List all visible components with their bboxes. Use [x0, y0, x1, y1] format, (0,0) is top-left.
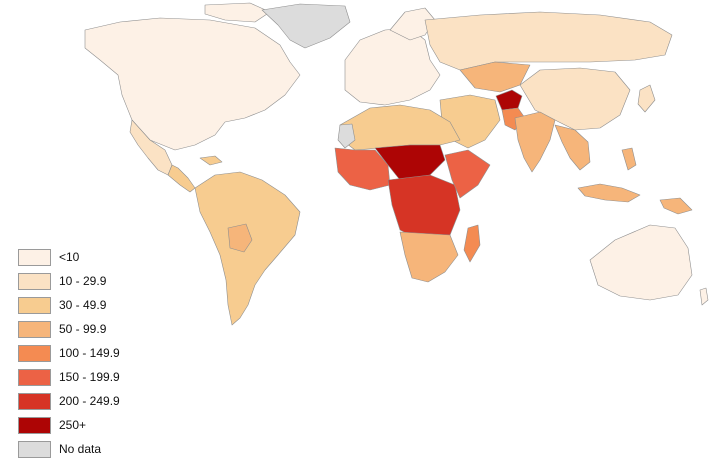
legend-label: 30 - 49.9: [59, 298, 107, 312]
legend-item: 10 - 29.9: [18, 269, 178, 293]
north-africa: [339, 104, 461, 151]
south-america: [194, 171, 301, 326]
legend-label: 200 - 249.9: [59, 394, 120, 408]
mexico: [129, 119, 173, 176]
greenland: [261, 3, 351, 49]
indonesia: [577, 183, 641, 203]
bolivia: [227, 223, 253, 253]
legend-label: 50 - 99.9: [59, 322, 107, 336]
legend-item: 250+: [18, 413, 178, 437]
legend-swatch: [18, 344, 51, 362]
legend-item: 150 - 199.9: [18, 365, 178, 389]
legend-item: 30 - 49.9: [18, 293, 178, 317]
legend-swatch: [18, 416, 51, 434]
russia: [424, 11, 673, 71]
western-sahara: [337, 123, 356, 149]
legend-swatch: [18, 296, 51, 314]
philippines: [621, 147, 637, 171]
sahel: [374, 144, 446, 181]
central-africa: [387, 174, 461, 241]
legend-label: 250+: [59, 418, 87, 432]
legend-swatch: [18, 248, 51, 266]
legend-swatch: [18, 320, 51, 338]
japan: [637, 84, 656, 113]
legend-label: 10 - 29.9: [59, 274, 107, 288]
legend-item: <10: [18, 245, 178, 269]
north-america: [84, 17, 301, 151]
papua-new-guinea: [659, 197, 693, 215]
legend-label: 100 - 149.9: [59, 346, 120, 360]
legend-label: 150 - 199.9: [59, 370, 120, 384]
legend-item: 50 - 99.9: [18, 317, 178, 341]
central-america: [167, 164, 196, 193]
legend-label: <10: [59, 250, 80, 264]
southern-africa: [399, 231, 459, 283]
horn-of-africa: [444, 149, 491, 199]
legend-item: 200 - 249.9: [18, 389, 178, 413]
legend-label: No data: [59, 442, 102, 456]
legend-item: 100 - 149.9: [18, 341, 178, 365]
australia: [589, 224, 693, 301]
new-zealand: [699, 287, 709, 306]
southeast-asia: [554, 124, 591, 171]
india: [514, 111, 556, 173]
legend-swatch: [18, 440, 51, 458]
afghanistan: [495, 89, 523, 111]
canadian-arctic-islands: [204, 2, 271, 23]
europe: [344, 27, 441, 106]
legend-swatch: [18, 272, 51, 290]
legend-swatch: [18, 392, 51, 410]
map-legend: <10 10 - 29.9 30 - 49.9 50 - 99.9 100 - …: [18, 245, 178, 461]
legend-swatch: [18, 368, 51, 386]
legend-item: No data: [18, 437, 178, 461]
madagascar: [463, 224, 481, 263]
caribbean: [199, 155, 223, 166]
